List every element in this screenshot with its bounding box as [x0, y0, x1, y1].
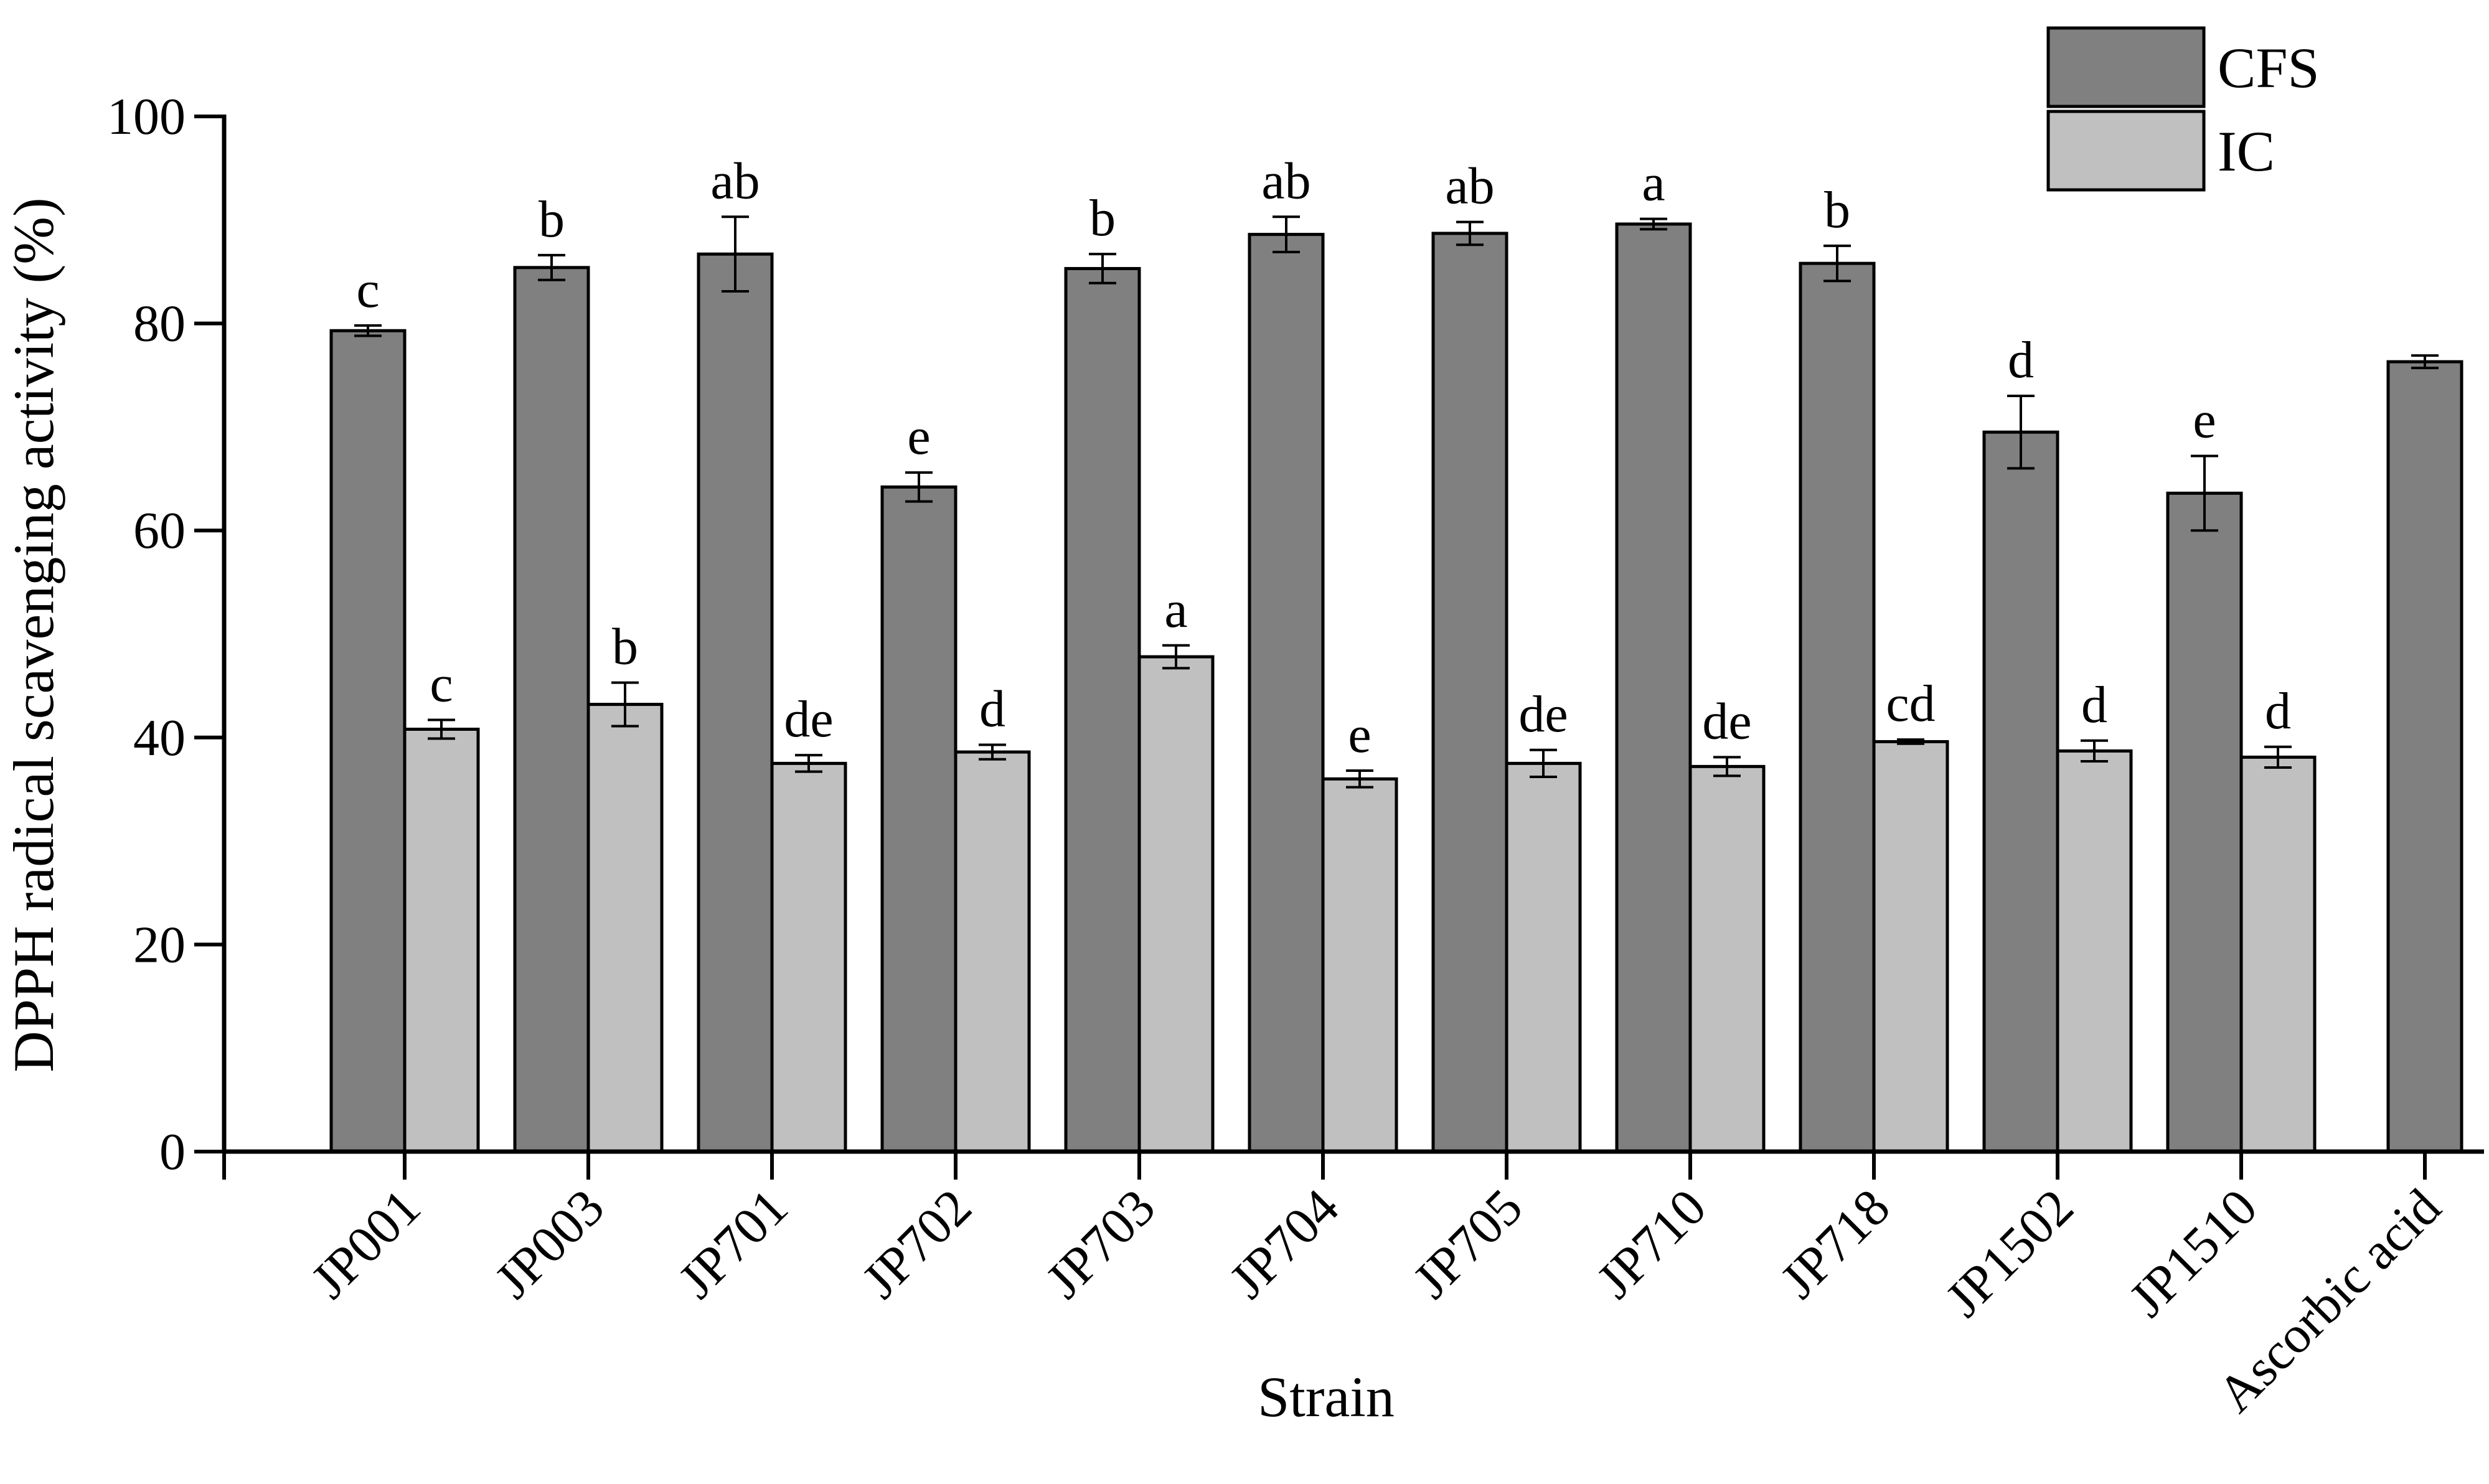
x-tick-label: JP702 — [851, 1178, 982, 1310]
x-tick-label: JP701 — [667, 1178, 799, 1310]
legend: CFS IC — [2046, 26, 2320, 192]
significance-label-cfs-6: ab — [1445, 157, 1494, 215]
bar-cfs-jp1502 — [1982, 430, 2059, 1153]
x-tick-label: JP704 — [1218, 1178, 1350, 1310]
significance-label-ic-1: b — [612, 618, 638, 676]
significance-label-ic-9: d — [2081, 676, 2107, 734]
significance-label-ic-5: e — [1348, 706, 1371, 764]
x-tick-label: JP003 — [484, 1178, 615, 1310]
y-tick-label: 20 — [133, 916, 186, 974]
significance-label-ic-10: d — [2265, 682, 2291, 740]
significance-label-cfs-10: e — [2193, 391, 2216, 449]
bar-ic-jp705 — [1505, 761, 1582, 1153]
x-tick-label: JP703 — [1035, 1178, 1166, 1310]
significance-label-cfs-5: ab — [1261, 152, 1310, 210]
bar-ic-jp001 — [403, 727, 480, 1153]
y-tick-label: 100 — [107, 88, 186, 146]
significance-label-cfs-7: a — [1642, 154, 1665, 212]
y-axis-title: DPPH radical scavenging activity (%) — [2, 197, 65, 1072]
significance-label-cfs-9: d — [2008, 331, 2034, 389]
legend-label-ic: IC — [2218, 120, 2275, 183]
error-bars-layer — [354, 215, 2439, 789]
x-tick-label: JP705 — [1402, 1178, 1533, 1310]
significance-label-cfs-0: c — [356, 261, 379, 319]
y-tick-label: 40 — [133, 709, 186, 767]
significance-label-ic-6: de — [1518, 685, 1568, 743]
x-tick-label: JP1502 — [1935, 1178, 2085, 1328]
bar-cfs-jp1510 — [2166, 491, 2243, 1153]
significance-label-cfs-3: e — [907, 408, 930, 466]
legend-swatch-cfs — [2046, 26, 2206, 108]
significance-label-ic-7: de — [1702, 692, 1751, 750]
legend-swatch-ic — [2046, 110, 2206, 192]
legend-label-cfs: CFS — [2218, 36, 2320, 100]
bar-ic-jp003 — [586, 703, 664, 1153]
bar-cfs-jp703 — [1064, 266, 1141, 1153]
bar-ic-jp703 — [1137, 655, 1215, 1153]
significance-label-ic-3: d — [979, 680, 1005, 738]
x-axis-title: Strain — [1258, 1365, 1395, 1429]
bar-cfs-jp001 — [329, 329, 407, 1153]
significance-label-ic-8: cd — [1886, 675, 1935, 733]
significance-label-cfs-4: b — [1089, 189, 1116, 247]
significance-label-ic-2: de — [784, 690, 833, 748]
bar-ic-jp701 — [770, 761, 847, 1153]
y-tick-label: 0 — [159, 1123, 186, 1181]
bar-cfs-jp718 — [1799, 261, 1876, 1153]
significance-label-ic-4: a — [1164, 581, 1187, 639]
x-tick-label: JP1510 — [2119, 1178, 2269, 1328]
bar-ic-jp1510 — [2239, 755, 2317, 1153]
bar-ic-jp1502 — [2056, 749, 2133, 1153]
bar-cfs-jp702 — [880, 485, 957, 1153]
bar-cfs-jp003 — [513, 266, 590, 1153]
significance-label-cfs-1: b — [539, 190, 565, 248]
bar-cfs-jp701 — [697, 252, 774, 1153]
x-tick-label: JP001 — [300, 1178, 431, 1310]
y-tick-label: 60 — [133, 502, 186, 560]
bar-ic-jp710 — [1688, 764, 1766, 1153]
x-tick-label: JP718 — [1769, 1178, 1901, 1310]
y-tick-label: 80 — [133, 295, 186, 353]
bar-cfs-ascorbic-acid — [2386, 360, 2463, 1153]
bar-ic-jp718 — [1872, 740, 1949, 1153]
significance-label-cfs-2: ab — [710, 152, 760, 210]
bar-cfs-jp704 — [1248, 233, 1325, 1153]
significance-label-cfs-8: b — [1824, 181, 1850, 239]
significance-label-ic-0: c — [430, 655, 453, 713]
bar-ic-jp704 — [1321, 777, 1398, 1153]
bar-cfs-jp705 — [1431, 232, 1508, 1153]
bars-layer — [329, 222, 2463, 1153]
bar-cfs-jp710 — [1615, 222, 1692, 1153]
bar-ic-jp702 — [954, 750, 1031, 1153]
x-tick-label: JP710 — [1586, 1178, 1717, 1310]
